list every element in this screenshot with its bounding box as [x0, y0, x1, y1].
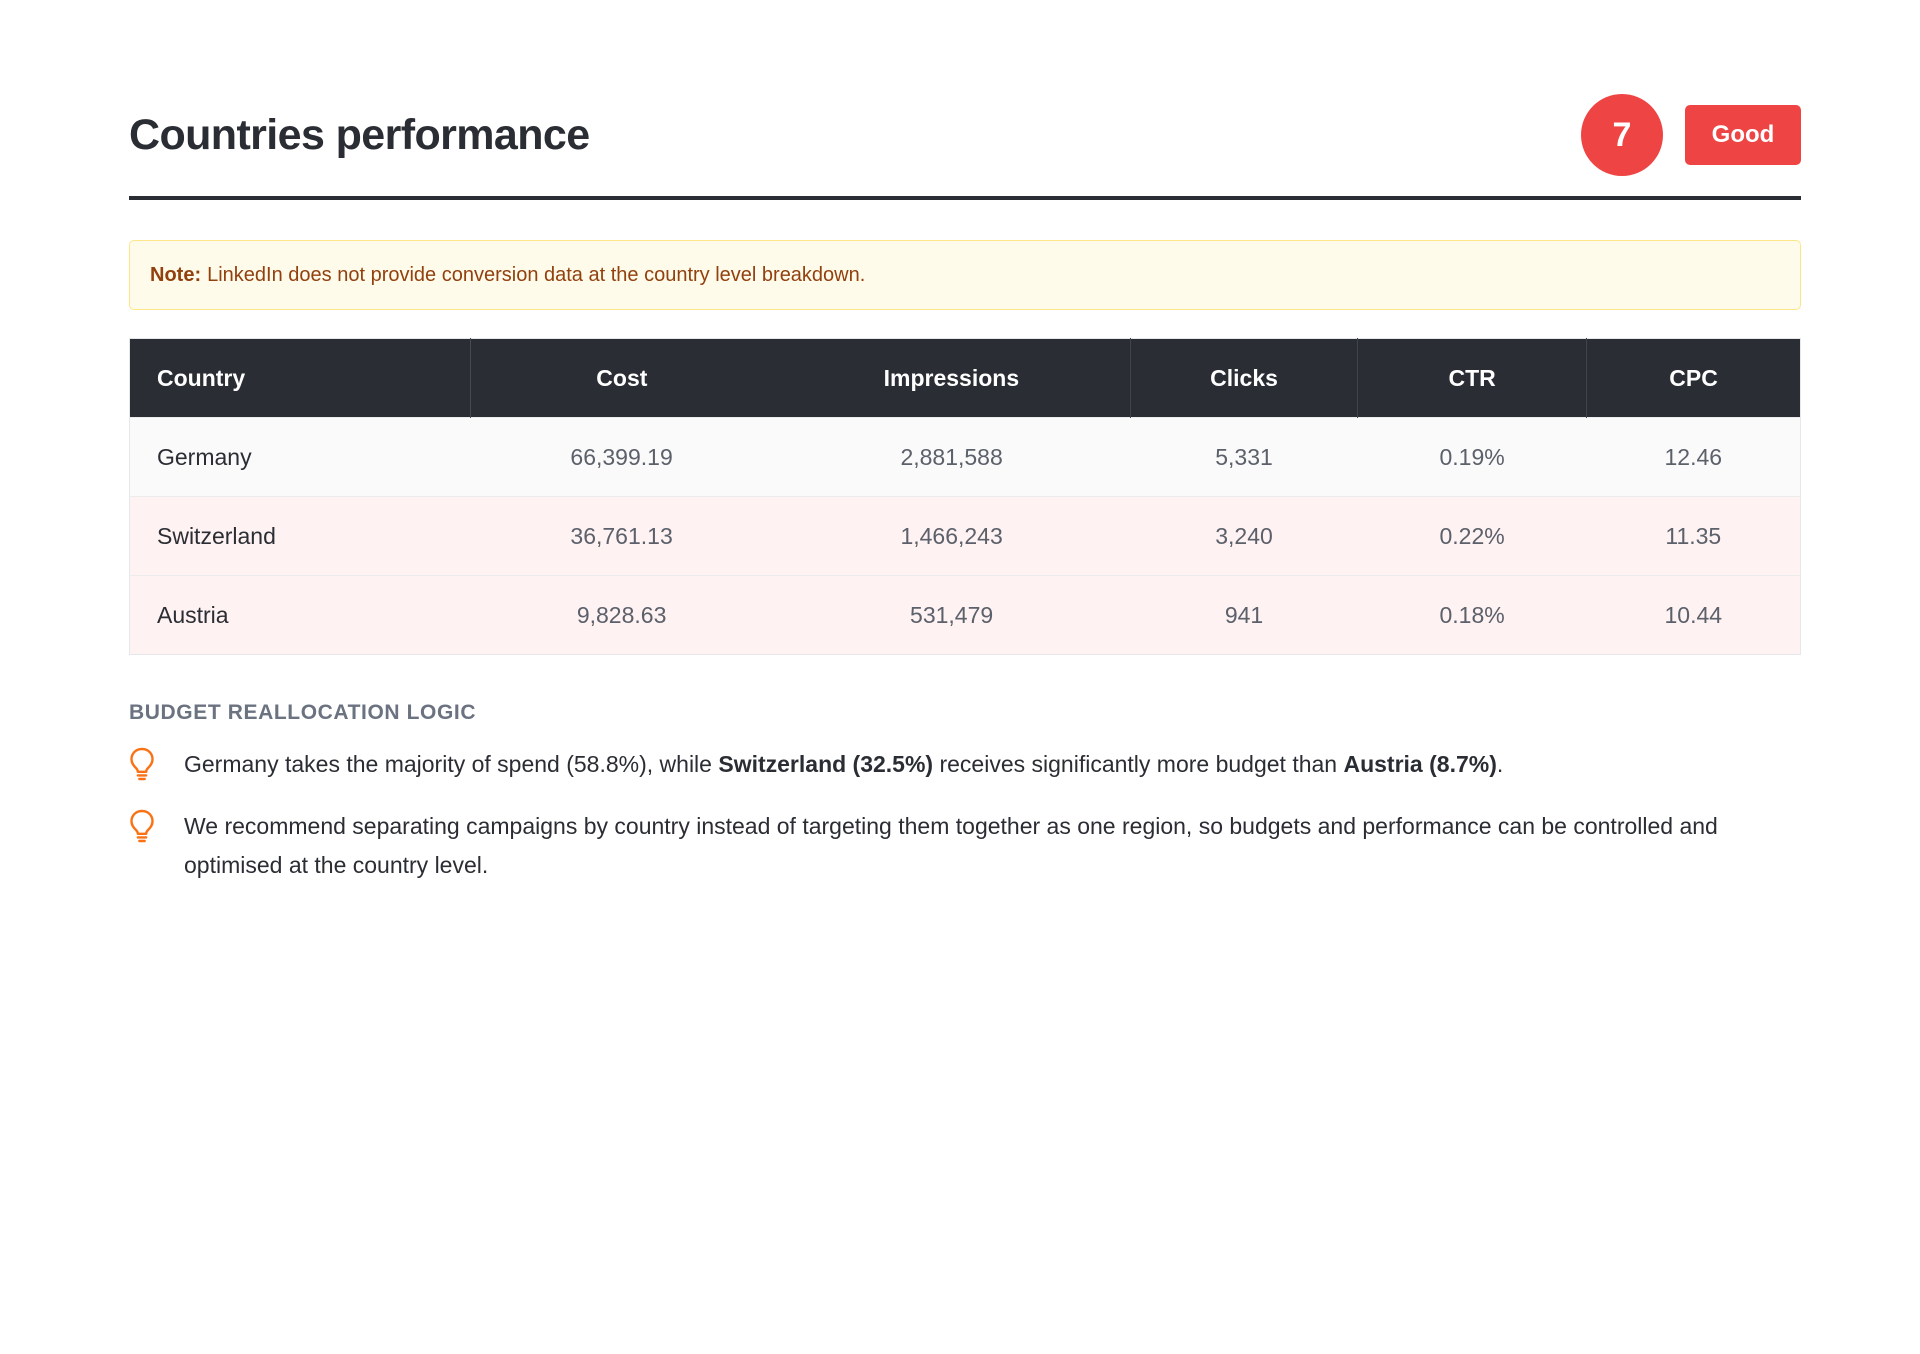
note-text: LinkedIn does not provide conversion dat…	[207, 263, 866, 286]
table-row: Switzerland 36,761.13 1,466,243 3,240 0.…	[129, 496, 1801, 576]
column-header-cpc: CPC	[1586, 338, 1801, 418]
cell-impressions: 1,466,243	[772, 496, 1131, 576]
cell-ctr: 0.19%	[1357, 417, 1587, 497]
switzerland-share: Switzerland (32.5%)	[718, 751, 934, 777]
column-header-clicks: Clicks	[1130, 338, 1359, 418]
page-title: Countries performance	[129, 111, 590, 159]
cell-clicks: 941	[1130, 575, 1358, 655]
column-header-ctr: CTR	[1357, 338, 1588, 418]
score-area: 7 Good	[1581, 94, 1801, 176]
cell-cost: 66,399.19	[470, 417, 773, 497]
cell-cpc: 12.46	[1586, 417, 1801, 497]
lightbulb-icon	[129, 809, 157, 855]
cell-cost: 36,761.13	[470, 496, 773, 576]
cell-country: Switzerland	[129, 496, 471, 576]
countries-table: Country Cost Impressions Clicks CTR CPC …	[129, 338, 1801, 655]
score-circle: 7	[1581, 94, 1663, 176]
table-row: Austria 9,828.63 531,479 941 0.18% 10.44	[129, 575, 1801, 655]
budget-section-heading: BUDGET REALLOCATION LOGIC	[129, 701, 477, 724]
table-header-row: Country Cost Impressions Clicks CTR CPC	[129, 338, 1801, 418]
cell-impressions: 2,881,588	[772, 417, 1131, 497]
table-row: Germany 66,399.19 2,881,588 5,331 0.19% …	[129, 417, 1801, 497]
insight-text: Germany takes the majority of spend (58.…	[184, 751, 1504, 777]
cell-cpc: 10.44	[1586, 575, 1801, 655]
cell-ctr: 0.22%	[1357, 496, 1587, 576]
cell-ctr: 0.18%	[1357, 575, 1587, 655]
cell-clicks: 5,331	[1130, 417, 1358, 497]
list-item: We recommend separating campaigns by cou…	[129, 807, 1801, 885]
column-header-impressions: Impressions	[772, 338, 1131, 418]
cell-cpc: 11.35	[1586, 496, 1801, 576]
section-header: Countries performance 7 Good	[129, 94, 1801, 200]
cell-impressions: 531,479	[772, 575, 1131, 655]
note-banner: Note: LinkedIn does not provide conversi…	[129, 240, 1801, 310]
column-header-cost: Cost	[470, 338, 773, 418]
countries-performance-card: Countries performance 7 Good Note: Linke…	[129, 94, 1801, 901]
insights-list: Germany takes the majority of spend (58.…	[129, 745, 1801, 885]
lightbulb-icon	[129, 747, 157, 793]
cell-country: Germany	[129, 417, 471, 497]
cell-clicks: 3,240	[1130, 496, 1358, 576]
list-item: Germany takes the majority of spend (58.…	[129, 745, 1801, 793]
status-badge: Good	[1685, 105, 1801, 165]
cell-cost: 9,828.63	[470, 575, 773, 655]
insight-text: We recommend separating campaigns by cou…	[184, 813, 1718, 878]
cell-country: Austria	[129, 575, 471, 655]
note-label: Note:	[150, 263, 202, 286]
austria-share: Austria (8.7%)	[1343, 751, 1497, 777]
column-header-country: Country	[129, 338, 471, 418]
